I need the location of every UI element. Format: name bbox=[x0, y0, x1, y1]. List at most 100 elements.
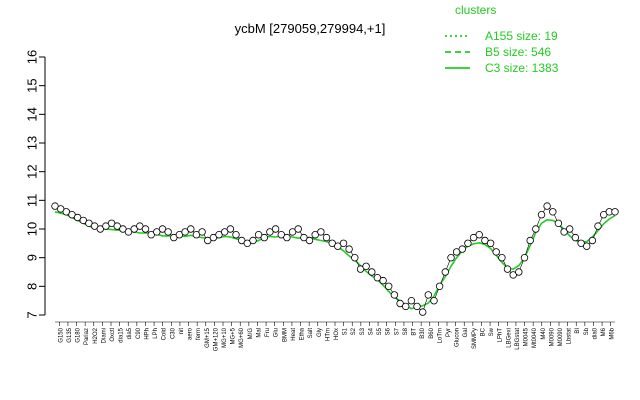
legend-entry: A155 size: 19 bbox=[485, 29, 558, 43]
x-tick-label: M0090 bbox=[558, 327, 564, 346]
data-point bbox=[198, 228, 206, 236]
x-tick-label: BT bbox=[412, 328, 418, 336]
data-point bbox=[435, 282, 444, 290]
data-point bbox=[407, 297, 416, 305]
data-point bbox=[447, 254, 455, 262]
chart-title: ycbM [279059,279994,+1] bbox=[235, 21, 386, 36]
data-point bbox=[277, 230, 285, 239]
data-point bbox=[413, 302, 421, 311]
data-point bbox=[305, 236, 314, 245]
data-point bbox=[294, 225, 302, 233]
x-tick-label: Sw bbox=[489, 327, 495, 336]
data-point bbox=[79, 216, 87, 225]
data-point bbox=[520, 254, 529, 262]
data-point bbox=[498, 254, 506, 262]
y-tick-label: 10 bbox=[24, 222, 39, 236]
data-point bbox=[588, 236, 597, 245]
data-point bbox=[226, 225, 235, 233]
y-tick-label: 15 bbox=[24, 78, 39, 92]
x-tick-label: B30 bbox=[420, 327, 426, 338]
x-tick-label: LoTm bbox=[437, 328, 443, 343]
x-tick-label: Lbstat bbox=[567, 328, 573, 345]
x-tick-label: GM+15 bbox=[205, 327, 211, 348]
data-point bbox=[136, 222, 144, 230]
x-tick-label: S4 bbox=[368, 327, 374, 335]
x-tick-label: S1 bbox=[343, 327, 349, 335]
data-point bbox=[385, 282, 393, 290]
x-tick-label: MG+60 bbox=[239, 327, 245, 348]
data-point bbox=[73, 213, 82, 222]
x-tick-label: B60 bbox=[429, 327, 435, 338]
x-tick-label: C90 bbox=[136, 327, 142, 339]
x-tick-label: Glucon bbox=[455, 328, 461, 347]
x-tick-label: M0090 bbox=[549, 327, 555, 346]
x-tick-label: dia15 bbox=[119, 327, 125, 342]
data-point bbox=[583, 242, 591, 250]
x-tick-label: Mal bbox=[256, 328, 262, 338]
data-point bbox=[130, 225, 138, 233]
x-tick-label: Cold bbox=[162, 328, 168, 340]
data-point bbox=[260, 233, 268, 242]
x-tick-label: S2 bbox=[351, 327, 357, 335]
x-tick-label: dia0 bbox=[592, 327, 598, 339]
data-point bbox=[537, 210, 546, 219]
y-tick-label: 11 bbox=[24, 194, 39, 208]
x-tick-label: Salt bbox=[308, 328, 314, 339]
data-point bbox=[62, 208, 71, 216]
x-tick-label: S5 bbox=[377, 327, 383, 335]
data-point bbox=[396, 299, 404, 308]
data-point bbox=[509, 271, 517, 279]
data-point bbox=[373, 274, 382, 282]
x-tick-label: LBGstat bbox=[515, 328, 521, 350]
x-tick-label: G135 bbox=[67, 327, 73, 342]
data-point bbox=[560, 228, 568, 236]
x-tick-label: BI bbox=[575, 328, 581, 334]
x-tick-label: Gly bbox=[317, 328, 323, 337]
x-tick-label: G180 bbox=[76, 327, 82, 342]
data-point bbox=[322, 233, 331, 242]
data-point bbox=[57, 205, 65, 213]
x-tick-label: M6b bbox=[610, 327, 616, 339]
data-point bbox=[475, 230, 483, 239]
plot-area: 7 8 9 10 11 12 13 14 15 16 G150 G135 G180 Pariaz H2O2 D… bbox=[24, 50, 619, 351]
data-point bbox=[441, 268, 449, 276]
data-point bbox=[402, 302, 410, 311]
data-point bbox=[526, 236, 534, 245]
data-point bbox=[390, 291, 399, 299]
data-point bbox=[549, 208, 557, 216]
x-tick-label: aero bbox=[188, 327, 194, 340]
x-tick-label: HOx bbox=[334, 328, 340, 340]
x-tick-label: M0045 bbox=[524, 327, 530, 346]
data-point bbox=[158, 225, 167, 233]
x-tick-label: dia5 bbox=[127, 327, 133, 339]
data-point bbox=[209, 233, 218, 242]
data-point bbox=[164, 228, 172, 236]
legend-entry: C3 size: 1383 bbox=[485, 61, 559, 75]
x-tick-label: Fru bbox=[265, 328, 271, 337]
data-point bbox=[594, 222, 602, 230]
data-point bbox=[170, 233, 178, 242]
x-tick-label: LPh bbox=[153, 328, 159, 339]
x-tick-label: S8 bbox=[403, 327, 409, 335]
data-point bbox=[503, 265, 512, 273]
x-tick-label: nit bbox=[179, 328, 185, 335]
data-point bbox=[368, 268, 376, 276]
y-tick-label: 13 bbox=[24, 136, 39, 150]
data-point bbox=[492, 248, 500, 256]
y-tick-label: 8 bbox=[24, 283, 39, 290]
data-point bbox=[554, 219, 563, 227]
x-tick-label: Etha bbox=[300, 327, 306, 340]
data-point bbox=[577, 239, 585, 247]
data-point bbox=[181, 228, 189, 236]
data-point bbox=[515, 268, 523, 276]
y-tick-label: 9 bbox=[24, 254, 39, 261]
data-point bbox=[232, 230, 240, 239]
x-tick-label: Pariaz bbox=[84, 328, 90, 345]
data-point bbox=[220, 228, 229, 236]
y-tick-label: 14 bbox=[24, 107, 39, 121]
data-point bbox=[254, 230, 263, 239]
data-point bbox=[90, 222, 99, 230]
data-point bbox=[571, 233, 580, 242]
data-point bbox=[96, 225, 104, 233]
